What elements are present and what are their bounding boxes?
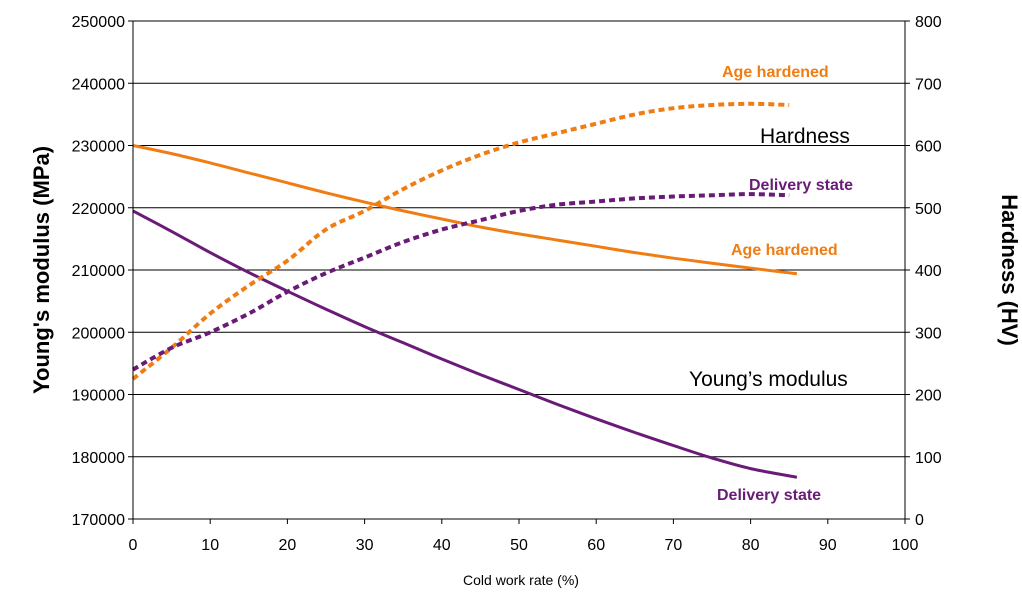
- y-tick-label-5: 220000: [72, 201, 125, 218]
- series-line-hard_age: [131, 101, 790, 381]
- y-tick-label-8: 250000: [72, 14, 125, 31]
- y2-tick-label-0: 0: [915, 512, 924, 529]
- x-tick-label-8: 80: [742, 537, 760, 554]
- y-tick-label-4: 210000: [72, 263, 125, 280]
- y2-tick-label-8: 800: [915, 14, 942, 31]
- x-axis-title: Cold work rate (%): [463, 572, 579, 588]
- annotation-youngs-modulus: Young’s modulus: [689, 368, 848, 391]
- tick-labels: 170000 180000 190000 200000 210000 220000 2300…: [72, 14, 942, 554]
- annotation-delivery-state-bottom: Delivery state: [717, 487, 821, 504]
- y-tick-label-6: 230000: [72, 139, 125, 156]
- x-tick-label-1: 10: [201, 537, 219, 554]
- y-tick-label-3: 200000: [72, 325, 125, 342]
- annotation-age-hardened-top: Age hardened: [722, 64, 829, 81]
- series-line-young_delivery: [132, 209, 798, 479]
- y2-tick-label-2: 200: [915, 388, 942, 405]
- y2-tick-label-6: 600: [915, 139, 942, 156]
- annotation-delivery-state-top: Delivery state: [749, 177, 853, 194]
- x-tick-label-7: 70: [665, 537, 683, 554]
- x-tick-label-9: 90: [819, 537, 837, 554]
- y2-tick-label-1: 100: [915, 450, 942, 467]
- series-line-hard_delivery: [132, 192, 790, 372]
- x-tick-label-2: 20: [279, 537, 297, 554]
- y-tick-label-2: 190000: [72, 388, 125, 405]
- x-tick-label-4: 40: [433, 537, 451, 554]
- x-tick-label-10: 100: [892, 537, 919, 554]
- y2-axis-title: Hardness (HV): [997, 194, 1022, 346]
- series-line-young_age: [132, 144, 798, 276]
- y-tick-label-0: 170000: [72, 512, 125, 529]
- annotation-age-hardened-mid: Age hardened: [731, 242, 838, 259]
- x-tick-label-5: 50: [510, 537, 528, 554]
- annotation-hardness: Hardness: [760, 125, 850, 148]
- x-tick-label-3: 30: [356, 537, 374, 554]
- y2-tick-label-4: 400: [915, 263, 942, 280]
- y-axis-title: Young's modulus (MPa): [29, 146, 54, 394]
- axes: [128, 20, 910, 524]
- grid-lines: [133, 20, 905, 520]
- y2-tick-label-3: 300: [915, 325, 942, 342]
- y2-tick-label-7: 700: [915, 76, 942, 93]
- x-tick-label-0: 0: [129, 537, 138, 554]
- y2-tick-label-5: 500: [915, 201, 942, 218]
- y-tick-label-1: 180000: [72, 450, 125, 467]
- y-tick-label-7: 240000: [72, 76, 125, 93]
- x-tick-label-6: 60: [587, 537, 605, 554]
- series-layer: [131, 101, 798, 479]
